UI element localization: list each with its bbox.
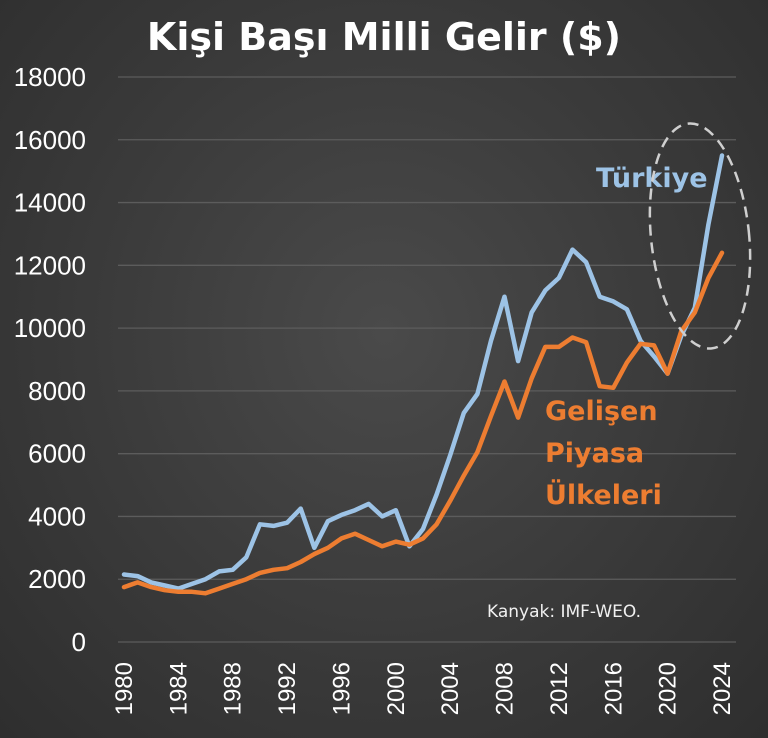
series-label: Ülkeleri [545,478,662,511]
x-tick-label: 2016 [600,662,627,715]
series-line-1 [121,250,725,596]
x-tick-label: 2004 [437,662,464,715]
grid [118,76,736,643]
x-tick-label: 2008 [492,662,519,715]
series-label: Gelişen [545,396,658,427]
y-tick-label: 2000 [28,564,86,594]
source-note: Kanyak: IMF-WEO. [487,602,641,622]
y-tick-label: 8000 [28,376,86,406]
y-tick-label: 0 [72,627,86,657]
chart-title: Kişi Başı Milli Gelir ($) [147,15,621,59]
y-tick-label: 16000 [14,125,86,155]
y-axis-ticks: 0 2000 4000 6000 8000 10000 12000 14000 16000 180… [14,62,86,657]
y-tick-label: 18000 [14,62,86,92]
x-tick-label: 2020 [655,662,682,715]
y-tick-label: 12000 [14,250,86,280]
x-tick-label: 1992 [274,662,301,715]
x-tick-label: 2000 [383,662,410,715]
x-tick-label: 1984 [165,662,192,715]
series-label: Piyasa [545,438,644,469]
series-line-0 [121,153,725,591]
x-tick-label: 2012 [546,662,573,715]
series-lines [121,153,725,596]
x-tick-label: 1996 [328,662,355,715]
y-tick-label: 10000 [14,313,86,343]
x-tick-label: 2024 [709,662,736,715]
y-tick-label: 4000 [28,501,86,531]
y-tick-label: 14000 [14,188,86,218]
x-axis-ticks: 1980 1984 1988 1992 1996 2000 2004 2008 2012 2016… [111,662,736,715]
highlight-ellipse [648,122,752,350]
x-tick-label: 1980 [111,662,138,715]
x-tick-label: 1988 [220,662,247,715]
y-tick-label: 6000 [28,439,86,469]
